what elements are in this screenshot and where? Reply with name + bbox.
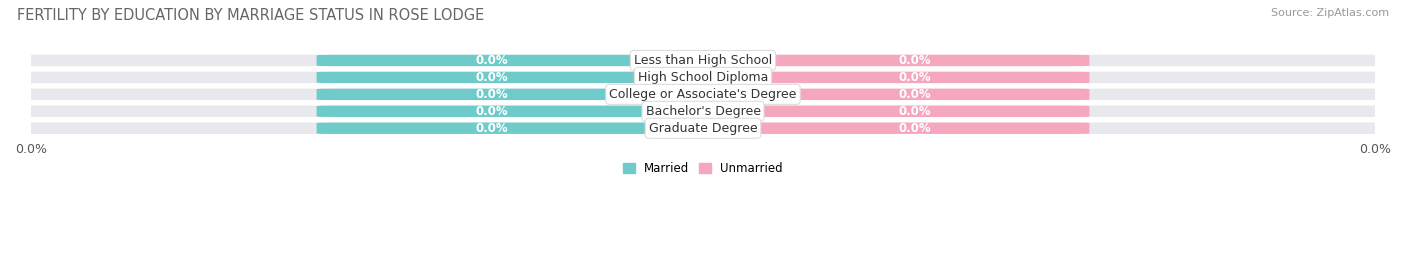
Text: Less than High School: Less than High School (634, 54, 772, 67)
FancyBboxPatch shape (316, 123, 666, 134)
Text: 0.0%: 0.0% (475, 54, 508, 67)
FancyBboxPatch shape (4, 71, 1402, 84)
Text: College or Associate's Degree: College or Associate's Degree (609, 88, 797, 101)
Text: 0.0%: 0.0% (475, 88, 508, 101)
Text: 0.0%: 0.0% (475, 71, 508, 84)
Text: Graduate Degree: Graduate Degree (648, 122, 758, 135)
Text: 0.0%: 0.0% (898, 122, 931, 135)
Text: 0.0%: 0.0% (475, 122, 508, 135)
Legend: Married, Unmarried: Married, Unmarried (620, 159, 786, 179)
Text: Bachelor's Degree: Bachelor's Degree (645, 105, 761, 118)
FancyBboxPatch shape (740, 55, 1090, 66)
FancyBboxPatch shape (4, 105, 1402, 118)
Text: 0.0%: 0.0% (898, 71, 931, 84)
FancyBboxPatch shape (740, 72, 1090, 83)
Text: 0.0%: 0.0% (475, 105, 508, 118)
Text: 0.0%: 0.0% (898, 105, 931, 118)
FancyBboxPatch shape (316, 72, 666, 83)
Text: 0.0%: 0.0% (898, 54, 931, 67)
Text: FERTILITY BY EDUCATION BY MARRIAGE STATUS IN ROSE LODGE: FERTILITY BY EDUCATION BY MARRIAGE STATU… (17, 8, 484, 23)
FancyBboxPatch shape (316, 55, 666, 66)
FancyBboxPatch shape (4, 88, 1402, 101)
FancyBboxPatch shape (740, 89, 1090, 100)
FancyBboxPatch shape (740, 106, 1090, 117)
Text: 0.0%: 0.0% (898, 88, 931, 101)
FancyBboxPatch shape (740, 123, 1090, 134)
FancyBboxPatch shape (4, 54, 1402, 67)
Text: High School Diploma: High School Diploma (638, 71, 768, 84)
FancyBboxPatch shape (316, 89, 666, 100)
Text: Source: ZipAtlas.com: Source: ZipAtlas.com (1271, 8, 1389, 18)
FancyBboxPatch shape (316, 106, 666, 117)
FancyBboxPatch shape (4, 122, 1402, 135)
